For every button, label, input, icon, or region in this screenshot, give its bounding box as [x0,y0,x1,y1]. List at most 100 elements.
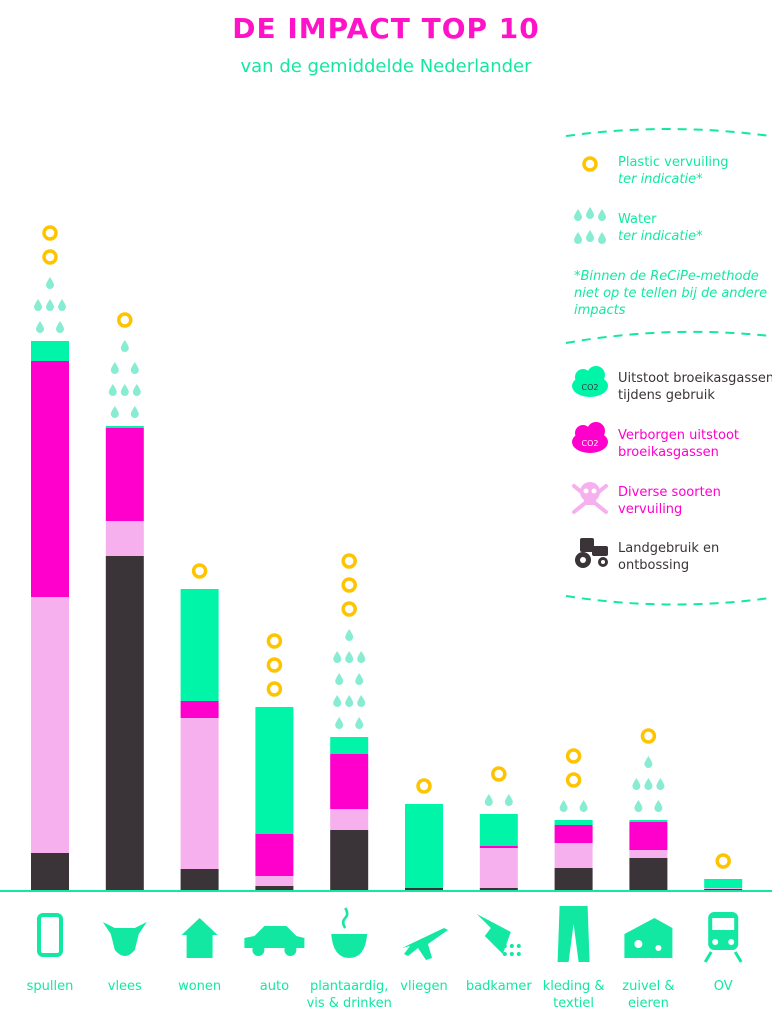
bar-segment [629,822,668,850]
bar-segment [330,754,369,809]
bar-segment [105,521,144,556]
category-label: eieren [628,996,669,1011]
bar-segment [31,341,69,361]
bar-segment [554,820,593,825]
category-icons-group [37,906,743,963]
legend-plastic-label: Plastic vervuiling [618,155,728,170]
legend-direct-line2: tijdens gebruik [618,388,715,403]
bar-segment [105,428,144,521]
indicators-group [34,225,731,869]
water-drop [345,695,354,707]
water-drop [108,384,117,396]
water-drop [110,362,119,374]
legend-hidden-line1: Verborgen uitstoot [618,428,739,443]
bar-segment [405,888,443,890]
skull-icon [572,482,608,514]
plastic-ring [715,853,731,869]
water-drop [345,651,354,663]
legend-footnote-line1: *Binnen de ReCiPe-methode [574,269,759,284]
bar-segment [255,707,294,834]
plastic-ring [117,312,133,328]
legend-land-line2: ontbossing [618,558,689,573]
water-drop [579,800,588,812]
legend-divider-top [565,128,771,137]
bar-segment [180,589,219,701]
water-drop [333,651,342,663]
plastic-ring [266,681,283,697]
water-drop [559,800,568,812]
bar-segment [629,820,668,822]
water-drop [656,778,665,790]
bar-segment [554,825,593,843]
legend-divider-middle [565,330,771,344]
bars-group [31,341,743,890]
legend-water-note: ter indicatie* [618,229,703,244]
category-label: zuivel & [622,979,674,994]
train-icon [703,912,743,963]
phone-icon [37,913,63,957]
bar-segment [31,853,69,890]
bar-segment [704,889,743,890]
water-drop [586,230,594,242]
water-drop [644,778,653,790]
category-label: vis & drinken [307,996,392,1011]
category-label: OV [714,979,733,994]
shower-icon [476,914,521,956]
category-label: spullen [27,979,74,994]
house-icon [181,918,218,958]
bar-segment [180,718,219,869]
water-drop [130,362,139,374]
plastic-ring [42,225,58,241]
water-drop [335,673,344,685]
water-drop [36,321,44,333]
bar-segment [554,868,593,890]
legend-divider-bottom [565,595,771,606]
water-drop [46,277,54,289]
bar-segment [479,846,518,848]
legend-water-label: Water [618,212,657,227]
water-drop [357,651,366,663]
plastic-ring [565,748,582,764]
plastic-ring [266,633,283,649]
water-drop [110,406,119,418]
category-label: plantaardig, [310,979,388,994]
category-label: textiel [553,996,594,1011]
bar-segment [405,804,443,888]
water-drop [120,384,129,396]
plane-icon [402,928,448,960]
water-drop [644,756,653,768]
bar-segment [330,809,369,830]
bar-segment [330,830,369,890]
water-drop [654,800,663,812]
co2-badge-hidden: CO2 [582,439,599,448]
water-drop [34,299,42,311]
bar-segment [704,879,743,888]
plastic-ring [565,772,582,788]
bar-segment [479,888,518,890]
plastic-ring [416,778,432,794]
co2-badge-direct: CO2 [582,383,599,392]
bar-segment [255,876,294,886]
category-label: kleding & [543,979,605,994]
water-drop [345,629,354,641]
bar-segment [180,869,219,890]
bar-segment [31,361,69,597]
bar-segment [554,843,593,868]
plastic-ring [491,766,507,782]
water-drop [335,717,344,729]
plastic-legend-icon [582,156,598,172]
water-drop [46,299,54,311]
plastic-ring [42,249,58,265]
bar-segment [479,848,518,888]
bar-segment [255,886,294,890]
plastic-ring [266,657,283,673]
water-drop [632,778,641,790]
plastic-ring [341,577,357,593]
bar-segment [180,701,219,718]
water-drop [574,209,582,221]
bar-segment [704,888,743,889]
water-drop [357,695,366,707]
bar-segment [105,556,144,890]
category-labels-group: spullen vlees wonen auto plantaardig, vis & d… [27,979,733,1011]
legend-land-line1: Landgebruik en [618,541,719,556]
